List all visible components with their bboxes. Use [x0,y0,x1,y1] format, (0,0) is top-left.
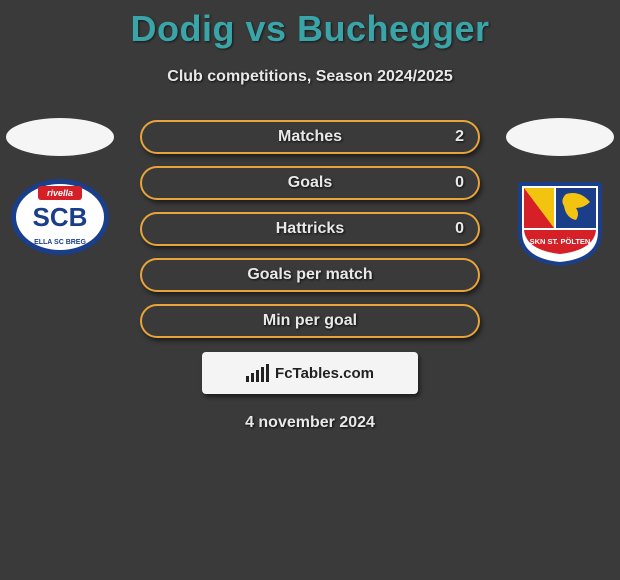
stat-row: Hattricks 0 [140,212,480,246]
badge-mid-text: SCB [33,202,88,232]
right-player-face [506,118,614,156]
stat-label: Goals per match [142,260,478,290]
badge-top-text: rivella [47,188,73,198]
stats-block: Matches 2 Goals 0 Hattricks 0 Goals per … [140,120,480,432]
stat-label: Hattricks [142,214,478,244]
stat-value-right: 2 [455,122,464,152]
badge-bottom-text: ELLA SC BREG [34,239,86,246]
page-title: Dodig vs Buchegger [0,0,620,50]
right-player-column: SKN ST. PÖLTEN [500,118,620,256]
stat-row: Goals per match [140,258,480,292]
right-club-badge: SKN ST. PÖLTEN [510,178,610,256]
right-badge-text: SKN ST. PÖLTEN [530,237,591,246]
subtitle: Club competitions, Season 2024/2025 [0,68,620,86]
stat-label: Min per goal [142,306,478,336]
stat-row: Min per goal [140,304,480,338]
stat-value-right: 0 [455,214,464,244]
stat-row: Matches 2 [140,120,480,154]
stat-row: Goals 0 [140,166,480,200]
brand-badge[interactable]: FcTables.com [202,352,418,394]
stat-label: Goals [142,168,478,198]
brand-text: FcTables.com [275,365,374,382]
date-text: 4 november 2024 [140,414,480,432]
stat-label: Matches [142,122,478,152]
left-player-face [6,118,114,156]
stat-value-right: 0 [455,168,464,198]
bars-icon [246,364,269,382]
left-club-badge: rivella SCB ELLA SC BREG [10,178,110,256]
left-player-column: rivella SCB ELLA SC BREG [0,118,120,256]
